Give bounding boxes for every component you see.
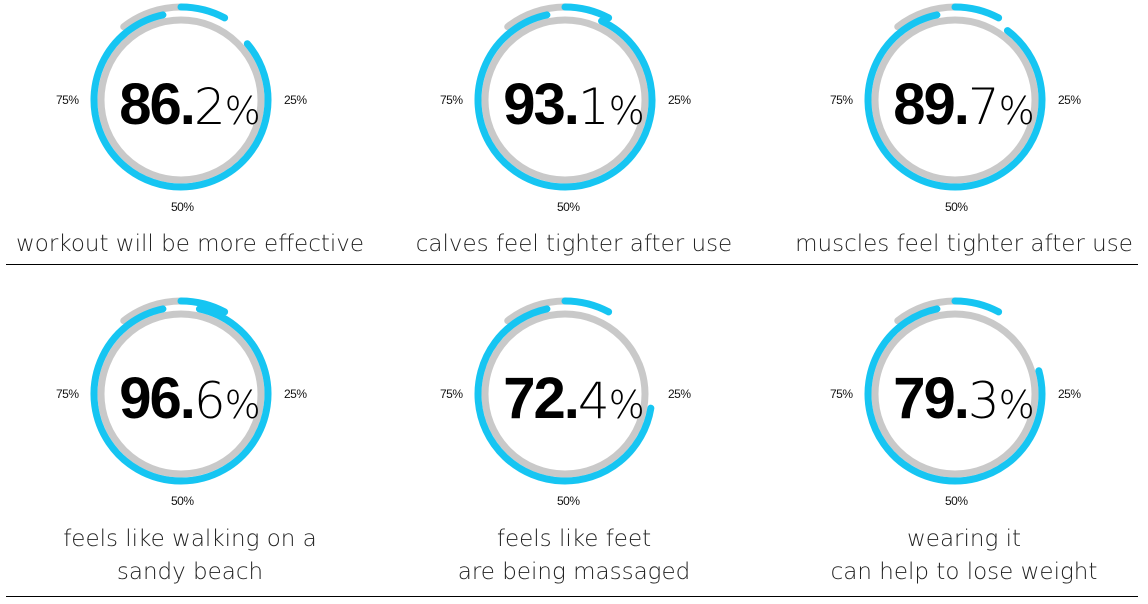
tick-label-50: 50% xyxy=(557,200,580,214)
donut-start-arc xyxy=(951,3,1003,22)
donut-start-arc xyxy=(177,3,229,22)
donut-chart xyxy=(864,3,1046,191)
percentage-whole: 93. xyxy=(503,72,580,137)
tick-label-50: 50% xyxy=(945,494,968,508)
row-divider xyxy=(6,596,1138,597)
percentage-value: 79.3% xyxy=(774,370,1148,428)
donut-value-arc xyxy=(864,11,1046,191)
percentage-value: 86.2% xyxy=(0,76,380,134)
donut-track xyxy=(481,310,649,478)
tick-label-75: 75% xyxy=(56,93,79,107)
donut-track xyxy=(97,310,265,478)
caption: muscles feel tighter after use xyxy=(774,228,1148,261)
tick-label-25: 25% xyxy=(668,387,691,401)
percentage-value: 72.4% xyxy=(384,370,764,428)
donut-value-arc xyxy=(90,11,272,191)
donut-chart xyxy=(864,297,1046,485)
stat-card: 72.4% 25% 50% 75% feels like feet are be… xyxy=(384,294,764,594)
percent-sign: % xyxy=(608,89,645,133)
tick-label-75: 75% xyxy=(830,387,853,401)
tick-label-25: 25% xyxy=(1058,93,1081,107)
percentage-whole: 79. xyxy=(893,366,970,431)
donut-top-track xyxy=(894,297,959,325)
donut-value-arc xyxy=(474,11,656,191)
caption-line: feels like feet xyxy=(496,526,652,552)
stat-card: 89.7% 25% 50% 75% muscles feel tighter a… xyxy=(774,0,1148,300)
caption-line: are being massaged xyxy=(457,559,691,585)
tick-label-50: 50% xyxy=(171,494,194,508)
caption-line: calves feel tighter after use xyxy=(415,231,733,257)
donut-track xyxy=(871,310,1039,478)
tick-label-75: 75% xyxy=(440,93,463,107)
percentage-whole: 96. xyxy=(119,366,196,431)
percentage-decimal: 2 xyxy=(193,78,226,136)
tick-label-50: 50% xyxy=(171,200,194,214)
tick-label-25: 25% xyxy=(284,93,307,107)
percent-sign: % xyxy=(608,383,645,427)
percentage-decimal: 3 xyxy=(967,372,1000,430)
caption-line: wearing it xyxy=(906,526,1021,552)
donut-start-arc xyxy=(561,3,613,22)
caption: feels like walking on a sandy beach xyxy=(0,523,380,589)
percentage-whole: 72. xyxy=(503,366,580,431)
donut-top-track xyxy=(120,297,185,325)
stat-card: 93.1% 25% 50% 75% calves feel tighter af… xyxy=(384,0,764,300)
caption-line: workout will be more effective xyxy=(15,231,365,257)
donut-track xyxy=(871,16,1039,184)
stat-card: 79.3% 25% 50% 75% wearing it can help to… xyxy=(774,294,1148,594)
percent-sign: % xyxy=(224,383,261,427)
donut-chart xyxy=(90,297,272,485)
donut-track xyxy=(97,16,265,184)
donut-value-arc xyxy=(864,305,1046,485)
donut-value-arc xyxy=(90,305,272,485)
donut-start-arc xyxy=(177,297,229,316)
percent-sign: % xyxy=(998,383,1035,427)
caption: calves feel tighter after use xyxy=(384,228,764,261)
row-divider xyxy=(6,264,1138,265)
donut-value-arc xyxy=(474,305,655,485)
caption: feels like feet are being massaged xyxy=(384,523,764,589)
percent-sign: % xyxy=(224,89,261,133)
percentage-value: 93.1% xyxy=(384,76,764,134)
percentage-decimal: 6 xyxy=(193,372,226,430)
percent-sign: % xyxy=(998,89,1035,133)
tick-label-25: 25% xyxy=(668,93,691,107)
donut-chart xyxy=(90,3,272,191)
donut-chart xyxy=(474,297,655,485)
tick-label-75: 75% xyxy=(830,93,853,107)
stat-card: 96.6% 25% 50% 75% feels like walking on … xyxy=(0,294,380,594)
caption-line: feels like walking on a xyxy=(63,526,317,552)
percentage-value: 89.7% xyxy=(774,76,1148,134)
donut-top-track xyxy=(504,297,569,325)
tick-label-25: 25% xyxy=(1058,387,1081,401)
percentage-whole: 86. xyxy=(119,72,196,137)
caption-line: muscles feel tighter after use xyxy=(795,231,1133,257)
donut-top-track xyxy=(120,3,185,31)
stat-card: 86.2% 25% 50% 75% workout will be more e… xyxy=(0,0,380,300)
tick-label-50: 50% xyxy=(945,200,968,214)
caption-line: can help to lose weight xyxy=(830,559,1098,585)
percentage-decimal: 4 xyxy=(577,372,610,430)
percentage-decimal: 1 xyxy=(577,78,610,136)
tick-label-75: 75% xyxy=(56,387,79,401)
donut-start-arc xyxy=(951,297,1003,316)
tick-label-75: 75% xyxy=(440,387,463,401)
donut-track xyxy=(481,16,649,184)
caption: wearing it can help to lose weight xyxy=(774,523,1148,589)
percentage-whole: 89. xyxy=(893,72,970,137)
donut-top-track xyxy=(504,3,569,31)
caption-line: sandy beach xyxy=(116,559,264,585)
donut-top-track xyxy=(894,3,959,31)
donut-chart xyxy=(474,3,656,191)
tick-label-25: 25% xyxy=(284,387,307,401)
caption: workout will be more effective xyxy=(0,228,380,261)
tick-label-50: 50% xyxy=(557,494,580,508)
donut-start-arc xyxy=(561,297,613,316)
percentage-value: 96.6% xyxy=(0,370,380,428)
percentage-decimal: 7 xyxy=(967,78,1000,136)
